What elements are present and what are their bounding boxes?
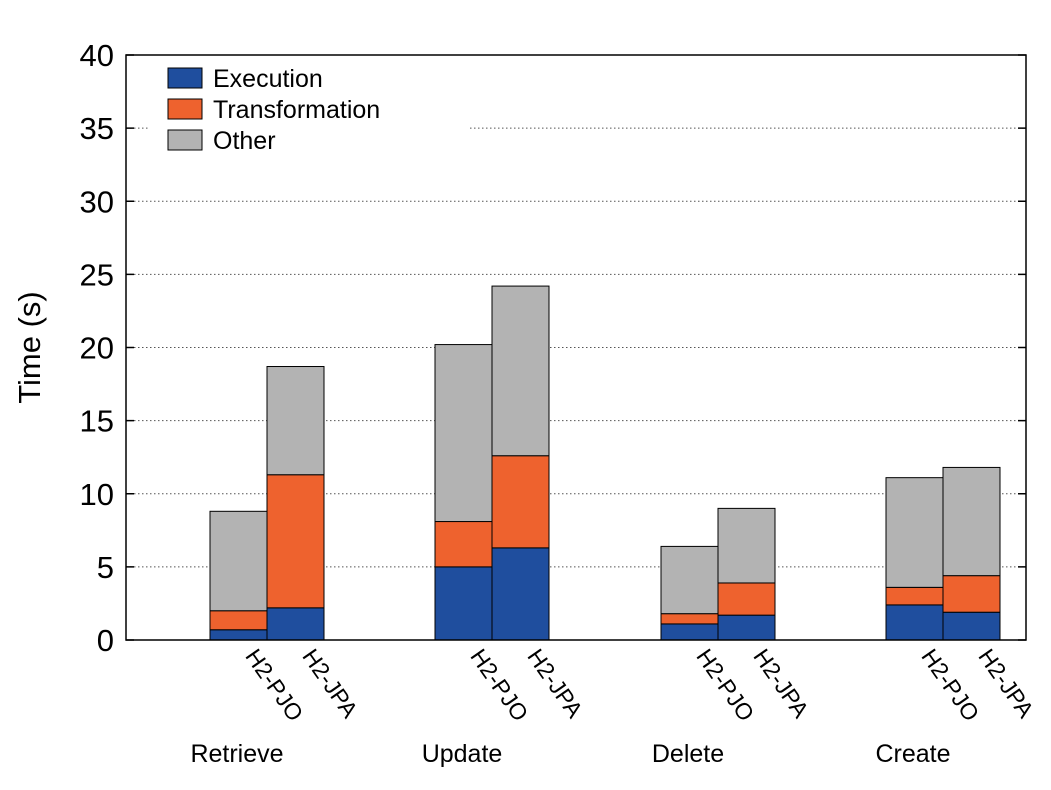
bar-create-h2-pjo-transformation	[885, 586, 944, 606]
bar-create-h2-jpa-other	[942, 466, 1001, 577]
bars	[209, 285, 1001, 641]
group-label-update: Update	[422, 740, 503, 768]
bar-update-h2-pjo-other	[434, 344, 493, 523]
legend-label-other: Other	[213, 127, 276, 155]
x-tick-label: H2-PJO	[691, 644, 759, 726]
bar-delete-h2-pjo-other	[660, 545, 719, 615]
x-tick-label: H2-PJO	[240, 644, 308, 726]
y-tick-label: 20	[80, 331, 114, 366]
legend-swatch-execution	[167, 67, 203, 89]
legend-label-execution: Execution	[213, 65, 323, 93]
bar-delete-h2-pjo-execution	[660, 623, 719, 641]
bar-update-h2-jpa-execution	[491, 547, 550, 641]
x-tick-label: H2-PJO	[916, 644, 984, 726]
y-tick-label: 15	[80, 404, 114, 439]
y-tick-label: 30	[80, 184, 114, 219]
y-tick-label: 5	[97, 550, 114, 585]
y-tick-label: 0	[97, 623, 114, 658]
bar-delete-h2-jpa-transformation	[717, 582, 776, 616]
legend: Execution Transformation Other	[150, 62, 468, 162]
y-tick-label: 35	[80, 111, 114, 146]
bar-update-h2-pjo-execution	[434, 566, 493, 641]
bar-create-h2-jpa-transformation	[942, 575, 1001, 613]
bar-delete-h2-jpa-other	[717, 507, 776, 584]
bar-create-h2-pjo-execution	[885, 604, 944, 641]
y-tick-label: 25	[80, 257, 114, 292]
bar-retrieve-h2-pjo-execution	[209, 629, 268, 641]
x-axis-ticks: H2-PJOH2-JPARetrieveH2-PJOH2-JPAUpdateH2…	[190, 644, 1039, 768]
legend-swatch-transformation	[167, 98, 203, 120]
bar-delete-h2-pjo-transformation	[660, 613, 719, 625]
legend-swatch-other	[167, 129, 203, 151]
group-label-retrieve: Retrieve	[190, 740, 283, 768]
bar-retrieve-h2-jpa-execution	[266, 607, 325, 641]
x-tick-label: H2-PJO	[465, 644, 533, 726]
y-axis-ticks: 0 5 10 15 20 25 30 35 40	[80, 38, 1026, 658]
y-tick-label: 10	[80, 477, 114, 512]
bar-retrieve-h2-pjo-transformation	[209, 610, 268, 631]
group-label-delete: Delete	[652, 740, 724, 768]
y-axis-label: Time (s)	[12, 291, 47, 404]
bar-retrieve-h2-pjo-other	[209, 510, 268, 612]
legend-background	[150, 62, 468, 162]
bar-retrieve-h2-jpa-other	[266, 366, 325, 476]
bar-retrieve-h2-jpa-transformation	[266, 474, 325, 609]
y-tick-label: 40	[80, 38, 114, 73]
bar-delete-h2-jpa-execution	[717, 614, 776, 641]
bar-update-h2-jpa-other	[491, 285, 550, 457]
group-label-create: Create	[875, 740, 950, 768]
bar-create-h2-jpa-execution	[942, 611, 1001, 641]
legend-label-transformation: Transformation	[213, 96, 380, 124]
bar-update-h2-jpa-transformation	[491, 455, 550, 549]
bar-update-h2-pjo-transformation	[434, 521, 493, 568]
bar-create-h2-pjo-other	[885, 477, 944, 588]
